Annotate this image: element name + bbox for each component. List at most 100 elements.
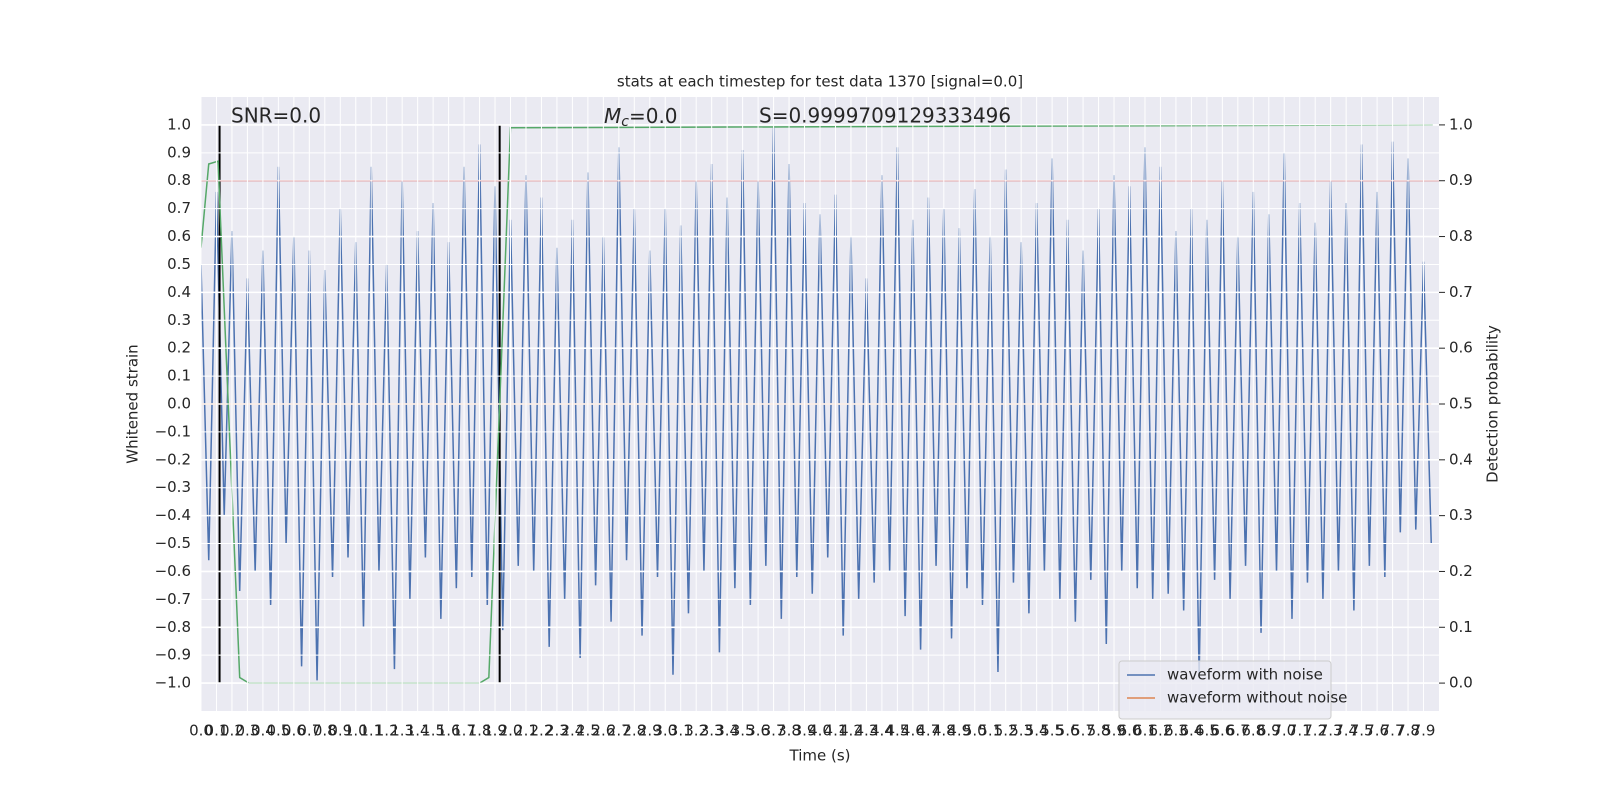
y2-tick-label: 0.2 xyxy=(1449,562,1473,580)
annotation-symbol: M xyxy=(604,104,621,128)
y-tick-label: −0.8 xyxy=(155,618,191,636)
x-tick-label: 0.1 xyxy=(205,722,229,740)
x-tick-label: 3.8 xyxy=(777,722,801,740)
x-tick-label: 7.3 xyxy=(1319,722,1343,740)
x-tick-label: 7.5 xyxy=(1350,722,1374,740)
x-tick-label: 2.5 xyxy=(576,722,600,740)
y2-tick-label: 0.4 xyxy=(1449,450,1473,468)
x-tick-label: 5.8 xyxy=(1087,722,1111,740)
x-tick-label: 6.6 xyxy=(1210,722,1234,740)
x-tick-label: 0.3 xyxy=(235,722,259,740)
y-tick-label: −0.2 xyxy=(155,450,191,468)
y-tick-label: 0.2 xyxy=(167,339,191,357)
x-tick-label: 1.4 xyxy=(406,722,430,740)
y-tick-label: −0.3 xyxy=(155,478,191,496)
y-tick-label: −0.7 xyxy=(155,590,191,608)
x-tick-label: 6.0 xyxy=(1118,722,1142,740)
x-tick-label: 2.4 xyxy=(560,722,584,740)
x-tick-label: 2.6 xyxy=(591,722,615,740)
y-tick-label: 0.8 xyxy=(167,171,191,189)
x-tick-label: 1.2 xyxy=(375,722,399,740)
y-tick-label: 0.4 xyxy=(167,283,191,301)
x-tick-label: 5.0 xyxy=(963,722,987,740)
x-tick-label: 5.1 xyxy=(978,722,1002,740)
x-tick-label: 4.3 xyxy=(854,722,878,740)
y-tick-label: −0.4 xyxy=(155,506,191,524)
y-tick-label: 0.0 xyxy=(167,395,191,413)
x-tick-label: 3.3 xyxy=(700,722,724,740)
x-tick-label: 1.8 xyxy=(468,722,492,740)
x-tick-label: 4.9 xyxy=(947,722,971,740)
x-axis-label: Time (s) xyxy=(789,747,851,765)
x-tick-label: 7.6 xyxy=(1365,722,1389,740)
x-tick-label: 7.7 xyxy=(1381,722,1405,740)
x-tick-label: 3.4 xyxy=(715,722,739,740)
x-tick-label: 6.5 xyxy=(1195,722,1219,740)
y2-tick-label: 1.0 xyxy=(1449,115,1473,133)
y-tick-label: 1.0 xyxy=(167,115,191,133)
x-tick-label: 5.5 xyxy=(1040,722,1064,740)
x-tick-label: 4.1 xyxy=(824,722,848,740)
x-tick-label: 2.7 xyxy=(607,722,631,740)
x-tick-label: 3.5 xyxy=(731,722,755,740)
x-tick-label: 2.3 xyxy=(545,722,569,740)
x-tick-label: 6.1 xyxy=(1133,722,1157,740)
y-tick-label: 0.6 xyxy=(167,227,191,245)
x-tick-label: 6.2 xyxy=(1149,722,1173,740)
x-tick-label: 3.1 xyxy=(669,722,693,740)
x-tick-label: 2.2 xyxy=(530,722,554,740)
y-tick-label: −0.1 xyxy=(155,422,191,440)
x-tick-label: 1.7 xyxy=(452,722,476,740)
x-tick-label: 0.4 xyxy=(251,722,275,740)
x-tick-label: 0.0 xyxy=(189,722,213,740)
y-tick-label: −0.5 xyxy=(155,534,191,552)
y-tick-label: −0.9 xyxy=(155,646,191,664)
x-tick-label: 5.9 xyxy=(1102,722,1126,740)
x-tick-label: 2.8 xyxy=(622,722,646,740)
x-tick-label: 3.9 xyxy=(793,722,817,740)
x-tick-label: 4.2 xyxy=(839,722,863,740)
chart-title: stats at each timestep for test data 137… xyxy=(617,73,1023,91)
x-tick-label: 1.1 xyxy=(359,722,383,740)
x-tick-label: 0.9 xyxy=(328,722,352,740)
x-tick-label: 6.8 xyxy=(1241,722,1265,740)
x-tick-label: 3.6 xyxy=(746,722,770,740)
y2-tick-label: 0.0 xyxy=(1449,674,1473,692)
annotation: SNR=0.0 xyxy=(231,104,321,128)
y2-tick-label: 0.6 xyxy=(1449,339,1473,357)
x-tick-label: 2.0 xyxy=(499,722,523,740)
y-tick-label: 0.1 xyxy=(167,367,191,385)
x-tick-label: 6.7 xyxy=(1226,722,1250,740)
x-tick-label: 1.9 xyxy=(483,722,507,740)
x-tick-label: 7.0 xyxy=(1272,722,1296,740)
x-tick-label: 4.8 xyxy=(932,722,956,740)
x-tick-label: 2.9 xyxy=(638,722,662,740)
y-tick-label: 0.7 xyxy=(167,199,191,217)
y-tick-label: 0.5 xyxy=(167,255,191,273)
x-tick-label: 1.5 xyxy=(421,722,445,740)
legend-box xyxy=(1118,660,1332,720)
x-tick-label: 7.9 xyxy=(1412,722,1436,740)
x-tick-label: 5.6 xyxy=(1056,722,1080,740)
x-tick-label: 0.7 xyxy=(297,722,321,740)
x-tick-label: 5.3 xyxy=(1009,722,1033,740)
y-tick-label: −0.6 xyxy=(155,562,191,580)
y2-tick-label: 0.8 xyxy=(1449,227,1473,245)
x-tick-label: 4.4 xyxy=(870,722,894,740)
x-tick-label: 7.4 xyxy=(1334,722,1358,740)
x-tick-label: 6.9 xyxy=(1257,722,1281,740)
x-tick-label: 1.6 xyxy=(437,722,461,740)
y-tick-label: 0.9 xyxy=(167,143,191,161)
x-tick-label: 1.0 xyxy=(344,722,368,740)
x-tick-label: 7.2 xyxy=(1303,722,1327,740)
y-tick-label: −1.0 xyxy=(155,674,191,692)
x-tick-label: 7.1 xyxy=(1288,722,1312,740)
x-tick-label: 4.6 xyxy=(901,722,925,740)
annotation-subscript: c xyxy=(621,114,629,130)
x-tick-label: 4.7 xyxy=(916,722,940,740)
x-tick-label: 3.2 xyxy=(684,722,708,740)
y2-tick-label: 0.1 xyxy=(1449,618,1473,636)
y2-axis-label: Detection probability xyxy=(1484,325,1502,483)
y2-tick-label: 0.3 xyxy=(1449,506,1473,524)
x-tick-label: 6.3 xyxy=(1164,722,1188,740)
